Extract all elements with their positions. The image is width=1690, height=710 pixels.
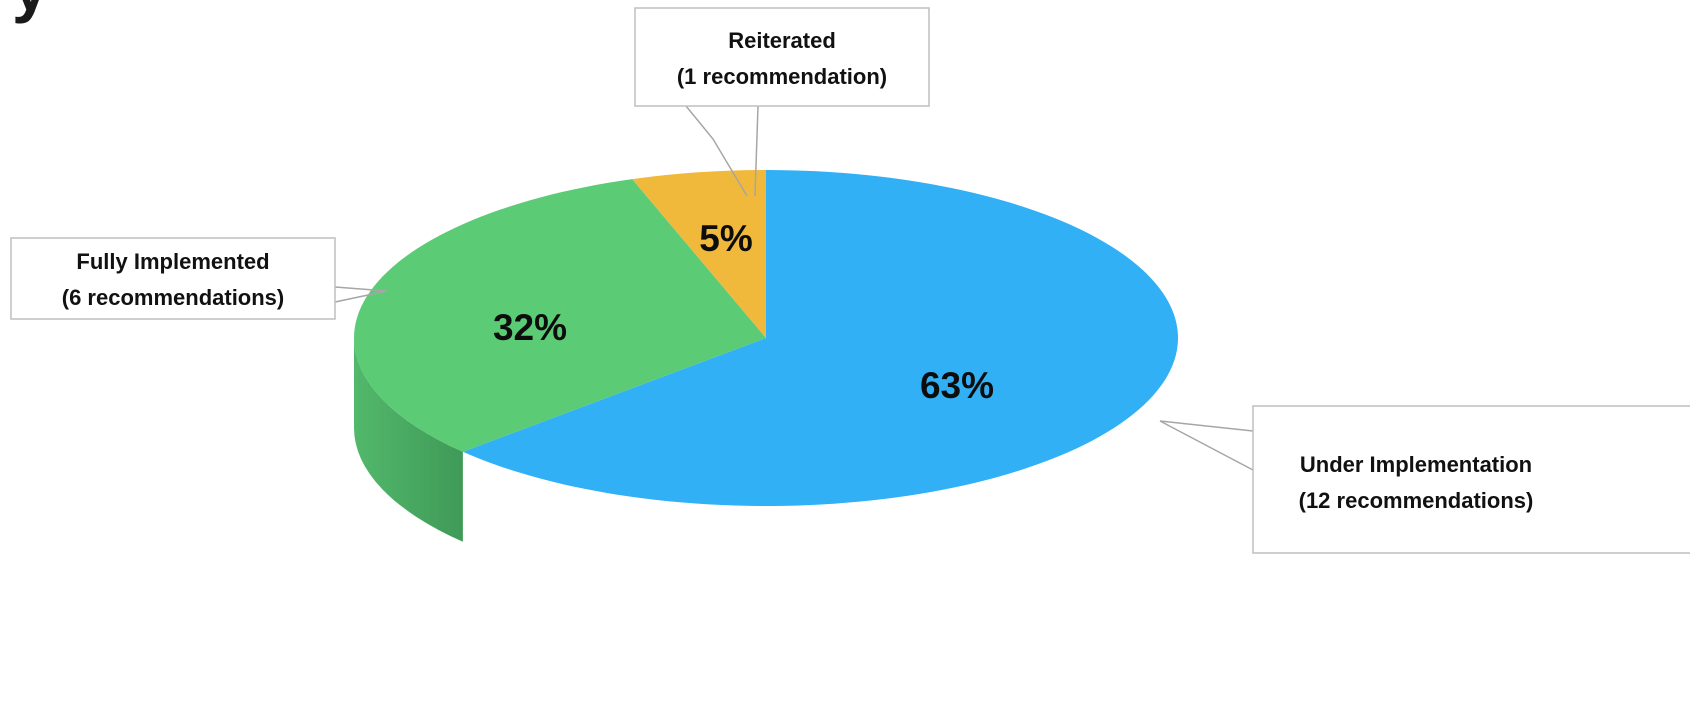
callout-title-fully-implemented: Fully Implemented — [76, 249, 269, 274]
slice-fully-implemented — [353, 179, 766, 452]
leader-line-fully-implemented — [334, 290, 388, 303]
callout-count-under-implementation: (12 recommendations) — [1299, 488, 1534, 513]
data-label-under-implementation: 63% — [920, 365, 994, 406]
title-fragment: y — [12, 0, 49, 24]
slice-side-fully-implemented — [354, 338, 463, 542]
leader-line-reiterated-2 — [754, 105, 759, 197]
leader-line-under-implementation — [1159, 420, 1254, 432]
leader-line-reiterated — [685, 105, 748, 197]
callout-title-reiterated: Reiterated — [728, 28, 836, 53]
callout-box-fully-implemented — [10, 237, 336, 320]
callout-box-under-implementation — [1252, 405, 1690, 554]
pie-sides — [354, 338, 463, 542]
slice-under-implementation — [462, 170, 1179, 506]
leader-line-fully-implemented-2 — [334, 286, 388, 292]
percent-labels: 63% 32% 5% — [493, 218, 994, 406]
callout-box-reiterated — [634, 7, 930, 107]
data-label-reiterated: 5% — [699, 218, 752, 259]
callout-count-reiterated: (1 recommendation) — [677, 64, 887, 89]
data-label-fully-implemented: 32% — [493, 307, 567, 348]
slice-reiterated — [632, 170, 766, 338]
callout-reiterated: Reiterated (1 recommendation) — [634, 7, 930, 107]
leader-line-under-implementation-2 — [1159, 420, 1254, 471]
callout-under-implementation: Under Implementation (12 recommendations… — [1252, 405, 1690, 554]
pie-tops — [353, 170, 1179, 506]
leader-lines — [334, 105, 1254, 471]
callout-fully-implemented: Fully Implemented (6 recommendations) — [10, 237, 336, 320]
callout-count-fully-implemented: (6 recommendations) — [62, 285, 285, 310]
callout-title-under-implementation: Under Implementation — [1300, 452, 1532, 477]
